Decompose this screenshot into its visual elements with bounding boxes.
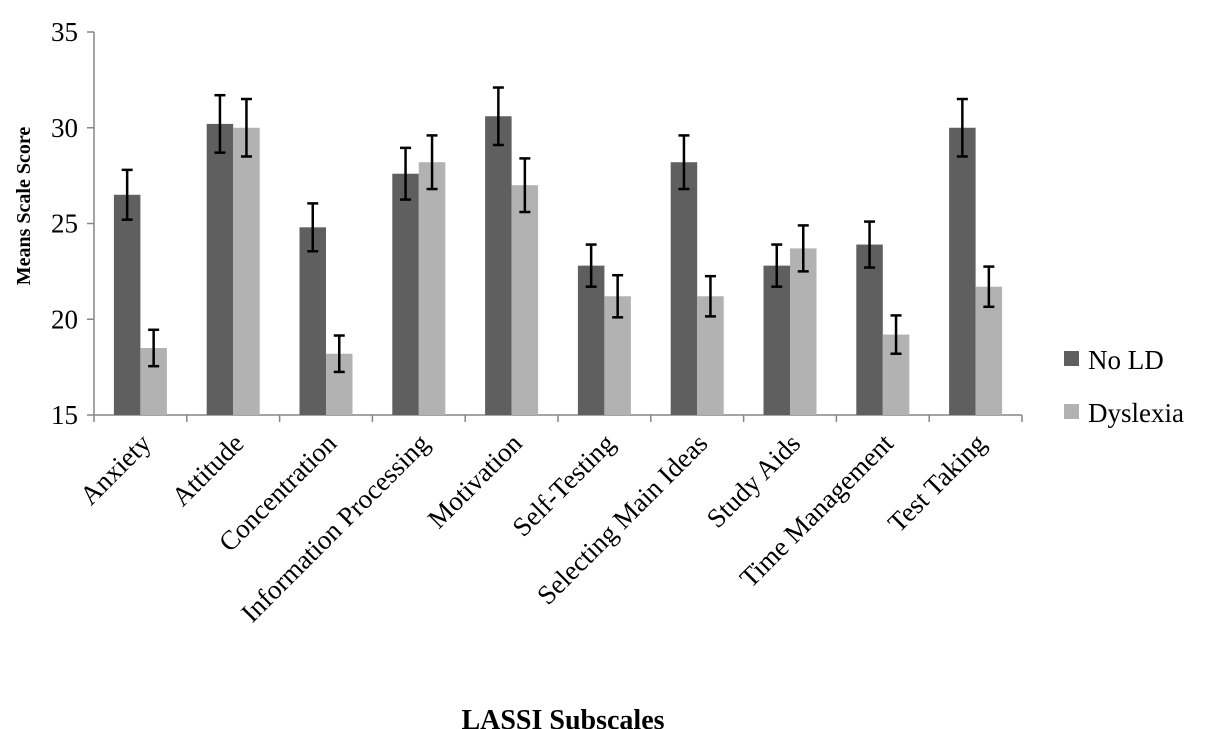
bar-dyslexia-information-processing: [418, 162, 446, 415]
x-category-label: Anxiety: [74, 428, 157, 511]
legend-swatch-no-ld: [1064, 351, 1079, 366]
legend-label-dyslexia: Dyslexia: [1088, 398, 1184, 428]
error-bar-no-ld-study-aids: [771, 243, 783, 288]
error-bars: [121, 86, 995, 374]
y-tick-label: 35: [51, 17, 78, 47]
y-axis-title: Means Scale Score: [13, 127, 35, 286]
error-bar-dyslexia-attitude: [240, 97, 252, 158]
error-bar-no-ld-test-taking: [956, 97, 968, 158]
legend-swatch-dyslexia: [1064, 404, 1079, 419]
error-bar-no-ld-time-management: [864, 220, 876, 269]
error-bar-no-ld-motivation: [492, 86, 504, 147]
x-category-label: Selecting Main Ideas: [531, 428, 713, 610]
bar-no-ld-test-taking: [949, 127, 976, 415]
bar-no-ld-motivation: [485, 116, 512, 415]
x-category-label: Information Processing: [235, 428, 435, 628]
x-category-label: Test Taking: [882, 428, 992, 538]
error-bar-dyslexia-time-management: [890, 314, 902, 355]
error-bar-dyslexia-self-testing: [612, 273, 624, 319]
y-tick-label: 25: [51, 209, 78, 239]
y-axis-ticks: 15 20 25 30 35: [51, 17, 94, 430]
error-bar-dyslexia-study-aids: [797, 224, 809, 273]
bar-dyslexia-attitude: [233, 127, 260, 415]
error-bar-no-ld-self-testing: [585, 243, 597, 288]
bar-no-ld-information-processing: [392, 173, 419, 415]
y-tick-label: 20: [51, 304, 78, 334]
bar-dyslexia-test-taking: [975, 286, 1003, 415]
x-category-label: Attitude: [166, 428, 250, 512]
error-bar-dyslexia-selecting-main-ideas: [704, 274, 716, 318]
legend-label-no-ld: No LD: [1088, 345, 1164, 375]
bar-no-ld-attitude: [206, 123, 234, 416]
bar-no-ld-concentration: [299, 227, 326, 415]
error-bar-dyslexia-information-processing: [426, 134, 438, 191]
bar-no-ld-self-testing: [577, 265, 605, 415]
error-bar-dyslexia-anxiety: [148, 328, 160, 368]
error-bar-no-ld-anxiety: [121, 168, 133, 221]
y-tick-label: 30: [51, 113, 78, 143]
y-tick-label: 15: [51, 400, 78, 430]
x-category-label: Time Management: [734, 428, 900, 594]
bar-no-ld-study-aids: [763, 265, 790, 415]
bar-no-ld-time-management: [856, 244, 883, 415]
error-bar-no-ld-attitude: [214, 93, 226, 154]
x-axis-category-labels: Anxiety AttitudeConcentrationInformation …: [74, 415, 1023, 628]
error-bar-dyslexia-concentration: [333, 334, 345, 374]
x-axis-title: LASSI Subscales: [461, 705, 664, 729]
bar-series: [113, 116, 1003, 416]
bar-dyslexia-study-aids: [790, 248, 817, 415]
error-bar-no-ld-selecting-main-ideas: [678, 134, 690, 191]
error-bar-no-ld-information-processing: [400, 146, 412, 201]
bar-no-ld-anxiety: [113, 194, 141, 415]
error-bar-no-ld-concentration: [307, 202, 319, 253]
bar-dyslexia-motivation: [511, 185, 539, 415]
bar-no-ld-selecting-main-ideas: [670, 162, 698, 415]
legend: No LD Dyslexia: [1064, 345, 1184, 428]
error-bar-dyslexia-test-taking: [983, 265, 995, 309]
error-bar-dyslexia-motivation: [519, 157, 531, 214]
